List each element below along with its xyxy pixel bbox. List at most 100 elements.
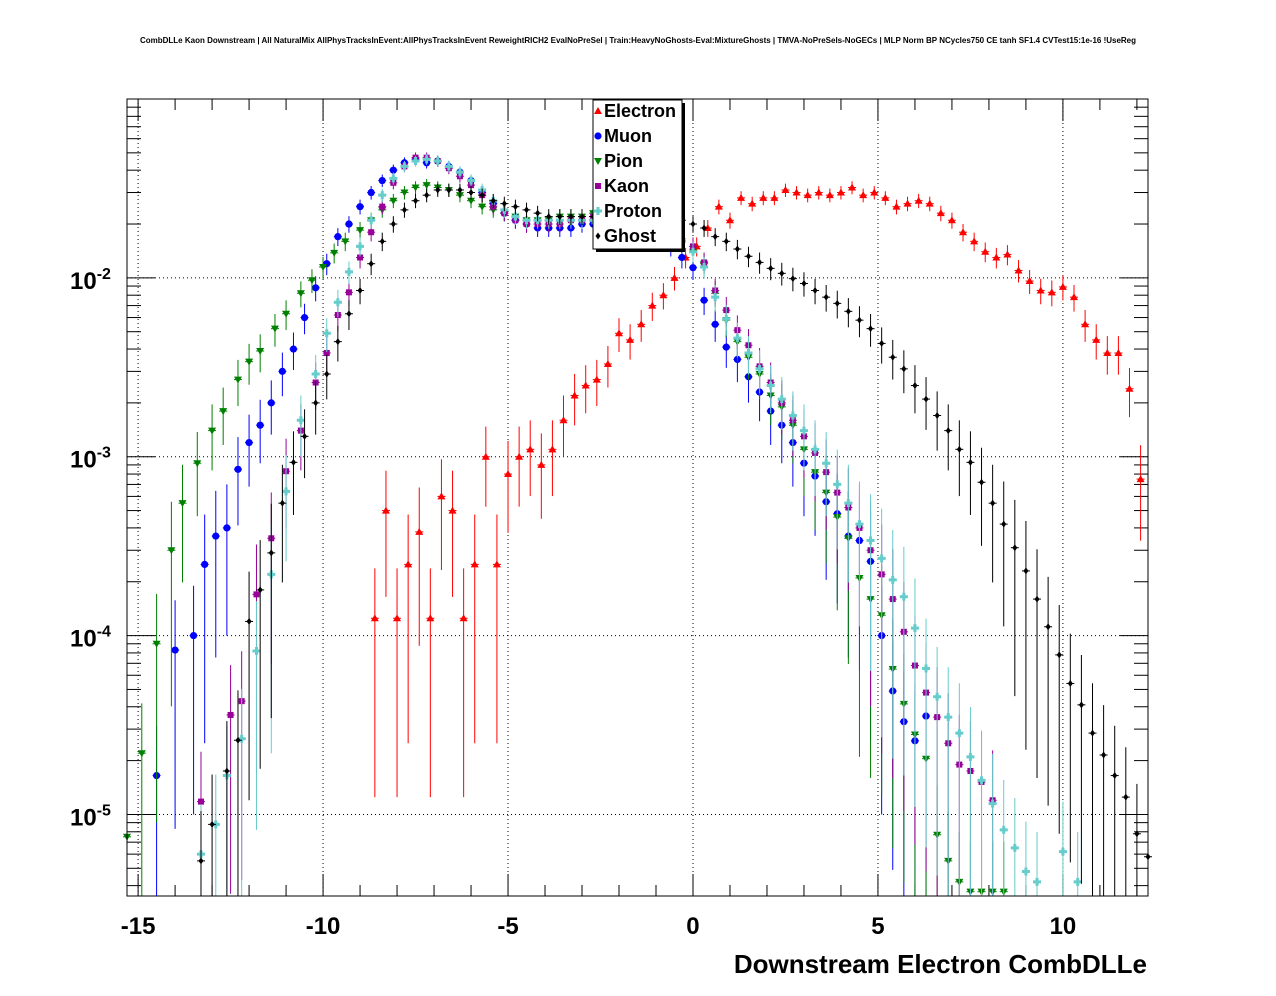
data-point xyxy=(745,252,751,260)
data-point xyxy=(393,614,402,622)
y-axis: 10-2 10-3 10-4 10-5 xyxy=(70,266,111,832)
data-point xyxy=(279,499,285,507)
data-point xyxy=(722,343,730,351)
data-point xyxy=(492,560,501,568)
data-point xyxy=(390,220,396,228)
data-point xyxy=(579,213,585,221)
legend-marker xyxy=(594,132,602,140)
data-point xyxy=(688,247,697,256)
data-point xyxy=(722,314,731,323)
data-point xyxy=(1025,277,1034,285)
data-point xyxy=(1114,349,1123,357)
data-point xyxy=(812,286,818,294)
data-point xyxy=(437,492,446,500)
data-point xyxy=(1034,595,1040,603)
data-point xyxy=(845,307,851,315)
data-point xyxy=(424,191,430,199)
data-point xyxy=(379,203,386,210)
data-point xyxy=(219,408,228,416)
data-point xyxy=(457,186,463,194)
data-point xyxy=(956,445,962,453)
data-point xyxy=(766,381,775,390)
legend-marker xyxy=(594,158,602,165)
series-ghost xyxy=(196,183,1152,896)
y-tick-label: 10-5 xyxy=(70,802,111,831)
data-point xyxy=(137,750,146,758)
data-point xyxy=(1012,544,1018,552)
data-point xyxy=(803,191,812,199)
data-point xyxy=(300,313,309,322)
data-point xyxy=(368,260,374,268)
plot-border xyxy=(126,98,1149,897)
data-point xyxy=(282,310,291,318)
data-point xyxy=(603,359,612,367)
data-point xyxy=(790,275,796,283)
data-point xyxy=(212,532,220,540)
data-point xyxy=(467,176,476,185)
y-tick-label: 10-3 xyxy=(70,445,111,474)
data-point xyxy=(836,188,845,196)
data-point xyxy=(714,202,723,210)
data-point xyxy=(936,209,945,217)
data-point xyxy=(345,289,352,296)
data-point xyxy=(389,197,398,205)
data-point xyxy=(1067,679,1073,687)
data-point xyxy=(411,184,420,192)
data-point xyxy=(322,329,331,338)
data-point xyxy=(581,381,590,389)
data-point xyxy=(330,249,339,257)
legend-entry: Proton xyxy=(604,201,662,221)
x-axis-title: Downstream Electron CombDLLe xyxy=(734,949,1147,979)
data-point xyxy=(357,286,363,294)
data-point xyxy=(659,291,668,299)
data-point xyxy=(970,237,979,245)
data-point xyxy=(925,199,934,207)
data-point xyxy=(844,499,853,508)
data-point xyxy=(734,245,740,253)
data-point xyxy=(701,224,707,232)
data-point xyxy=(267,399,275,407)
data-point xyxy=(378,191,387,200)
data-point xyxy=(223,524,231,532)
data-point xyxy=(296,416,305,425)
data-point xyxy=(792,188,801,196)
data-point xyxy=(1125,384,1134,392)
data-point xyxy=(319,264,328,272)
x-tick-label: -10 xyxy=(306,913,341,940)
data-point xyxy=(1123,793,1129,801)
x-tick-label: -15 xyxy=(121,913,156,940)
data-point xyxy=(400,162,409,171)
data-point xyxy=(1047,288,1056,296)
data-point xyxy=(637,320,646,328)
data-point xyxy=(201,560,209,569)
data-point xyxy=(379,237,385,245)
legend-marker xyxy=(594,107,602,114)
data-point xyxy=(1078,701,1084,709)
data-point xyxy=(324,370,330,378)
data-point xyxy=(1033,877,1042,886)
data-point xyxy=(257,586,263,594)
data-point xyxy=(426,614,435,622)
data-point xyxy=(270,325,279,333)
data-point xyxy=(504,470,513,478)
data-point xyxy=(825,191,834,199)
data-point xyxy=(253,591,260,598)
data-point xyxy=(290,458,296,466)
data-point xyxy=(888,575,897,584)
data-point xyxy=(367,216,376,225)
data-point xyxy=(468,189,474,197)
data-point xyxy=(1058,282,1067,290)
data-point xyxy=(779,269,785,277)
data-point xyxy=(400,189,409,197)
data-point xyxy=(922,664,931,673)
data-point xyxy=(448,506,457,514)
data-point xyxy=(1092,335,1101,343)
data-point xyxy=(233,376,242,384)
data-point xyxy=(799,426,808,435)
data-point xyxy=(501,200,507,208)
data-point xyxy=(945,427,951,435)
data-point xyxy=(570,391,579,399)
data-point xyxy=(879,339,885,347)
data-point xyxy=(446,186,452,194)
data-point xyxy=(866,536,875,545)
